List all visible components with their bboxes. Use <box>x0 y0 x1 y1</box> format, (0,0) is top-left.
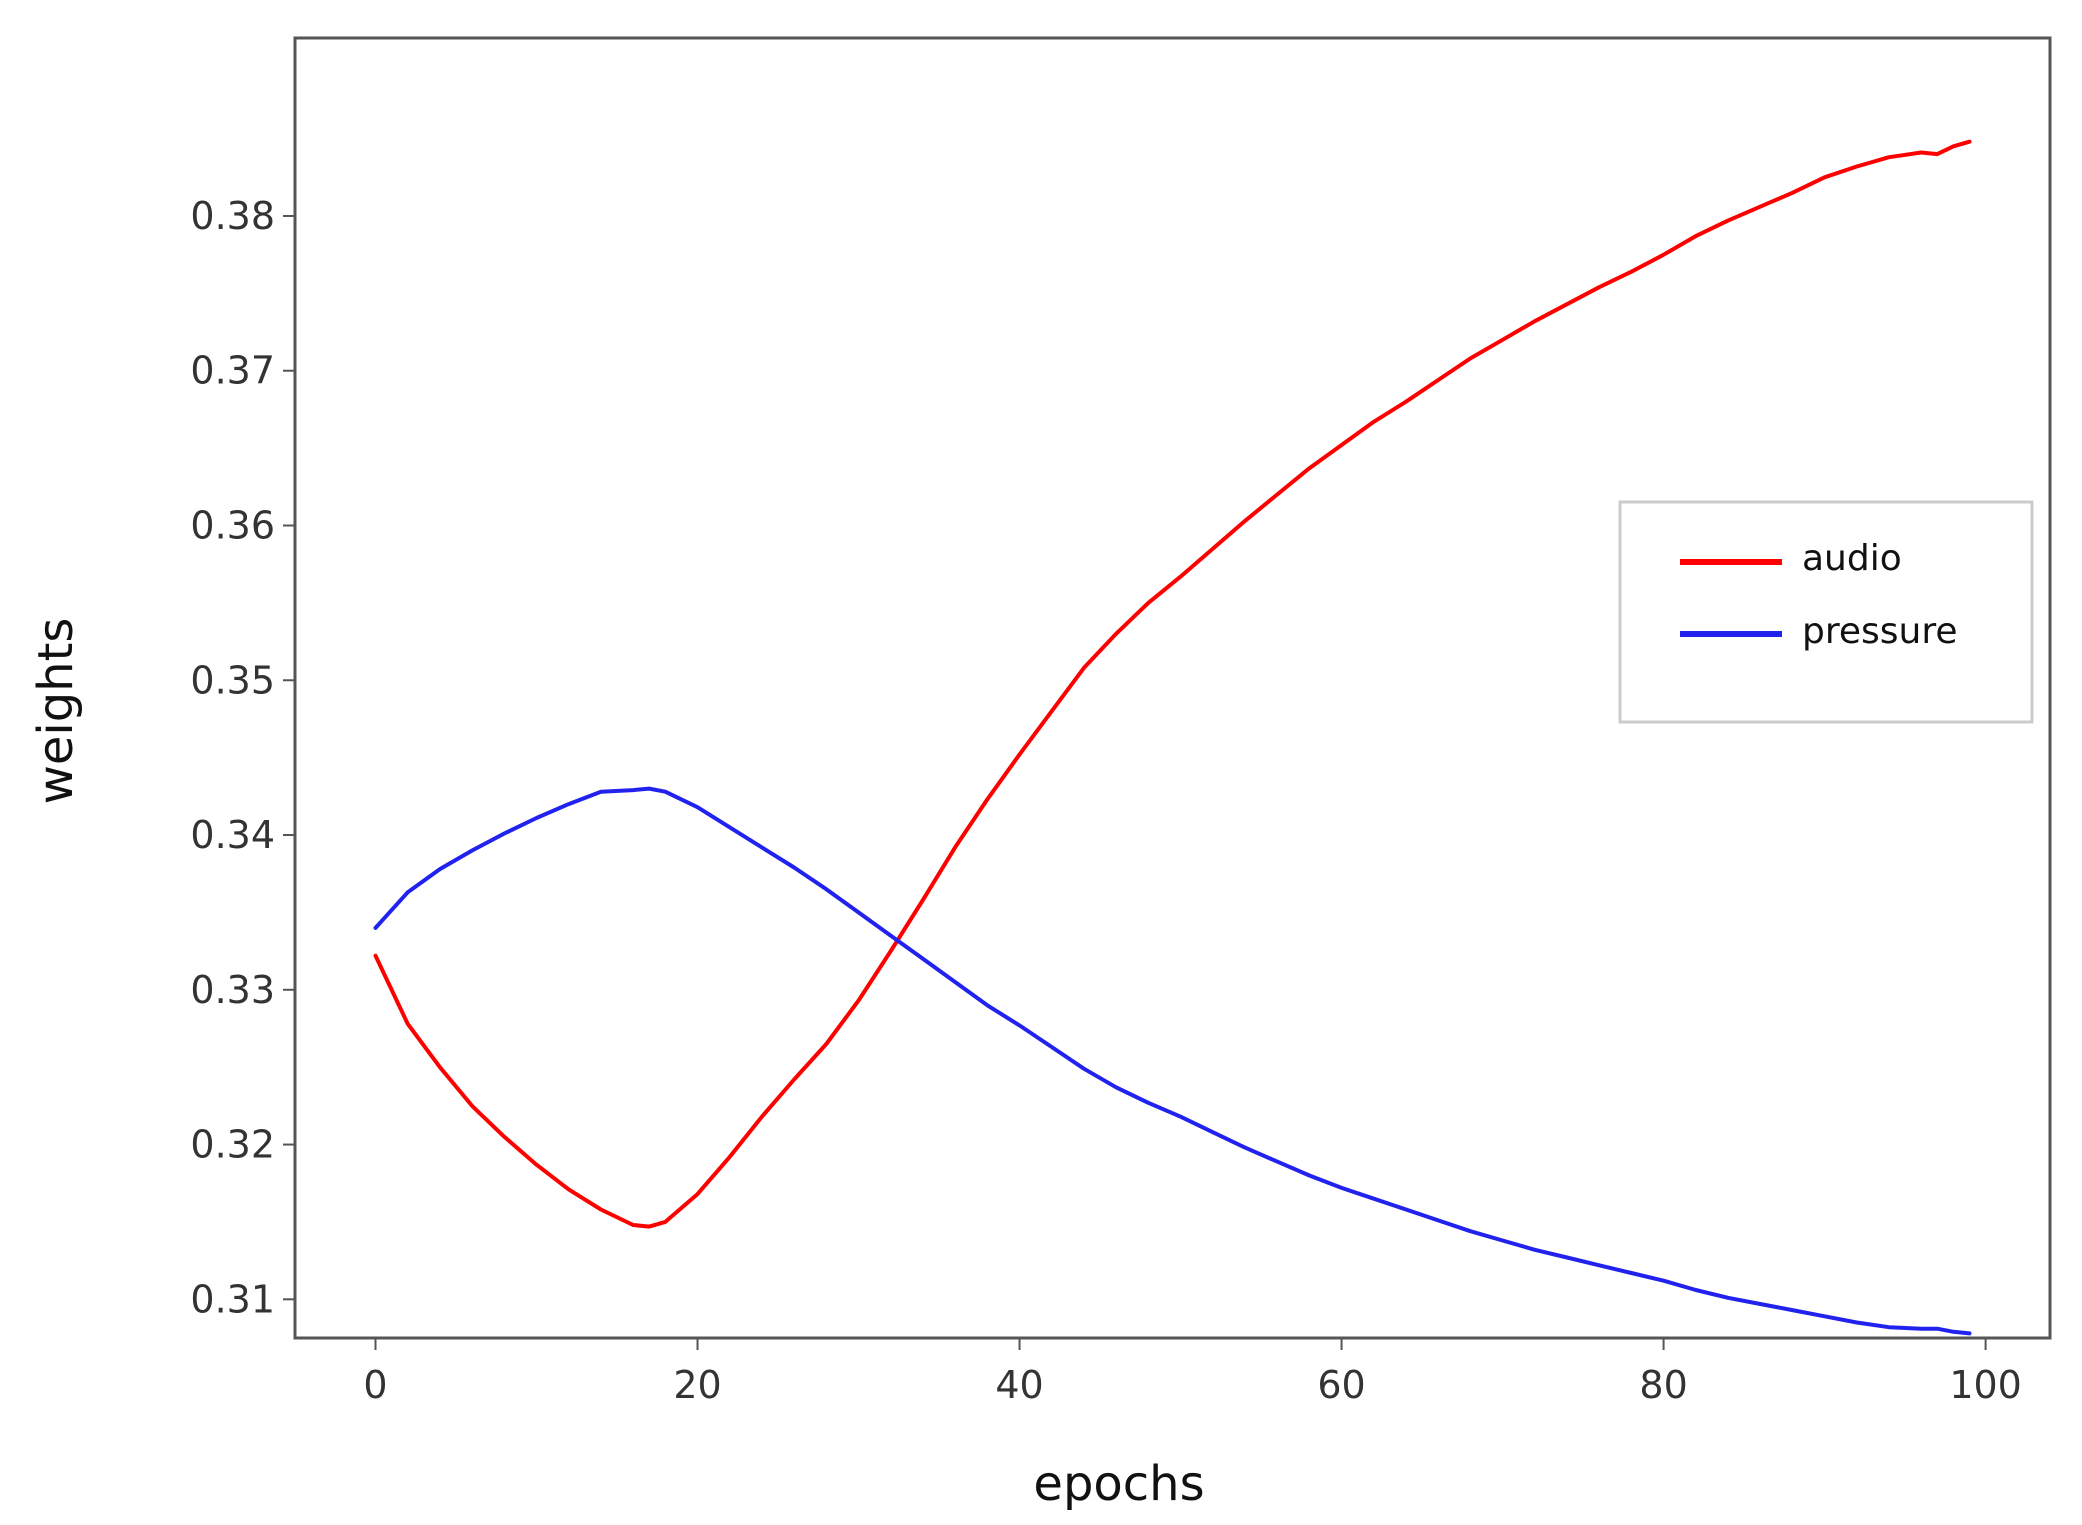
y-axis: 0.31 0.32 0.33 0.34 0.35 0.36 0.37 0.38 <box>190 194 295 1321</box>
legend: audio pressure <box>1618 500 2034 724</box>
legend-label-audio: audio <box>1802 538 1902 579</box>
y-tick-label: 0.32 <box>190 1123 275 1167</box>
y-tick-label: 0.34 <box>190 813 275 857</box>
x-axis: 0 20 40 60 80 100 <box>363 1338 2022 1407</box>
x-tick-label: 60 <box>1317 1363 1365 1407</box>
x-tick-label: 100 <box>1949 1363 2022 1407</box>
y-tick-label: 0.31 <box>190 1277 275 1321</box>
x-tick-label: 40 <box>995 1363 1043 1407</box>
x-axis-title: epochs <box>1033 1456 1204 1512</box>
y-tick-label: 0.36 <box>190 504 275 548</box>
legend-frame <box>1618 500 2034 724</box>
x-tick-label: 80 <box>1639 1363 1687 1407</box>
y-tick-label: 0.35 <box>190 658 275 702</box>
y-axis-title: weights <box>28 618 84 805</box>
y-tick-label: 0.37 <box>190 349 275 393</box>
x-tick-label: 20 <box>673 1363 721 1407</box>
series-line-audio <box>373 139 1972 1229</box>
series-line-pressure <box>373 786 1972 1336</box>
y-tick-label: 0.33 <box>190 968 275 1012</box>
y-tick-label: 0.38 <box>190 194 275 238</box>
series-layer <box>373 139 1972 1336</box>
x-tick-label: 0 <box>363 1363 387 1407</box>
legend-label-pressure: pressure <box>1802 611 1958 652</box>
